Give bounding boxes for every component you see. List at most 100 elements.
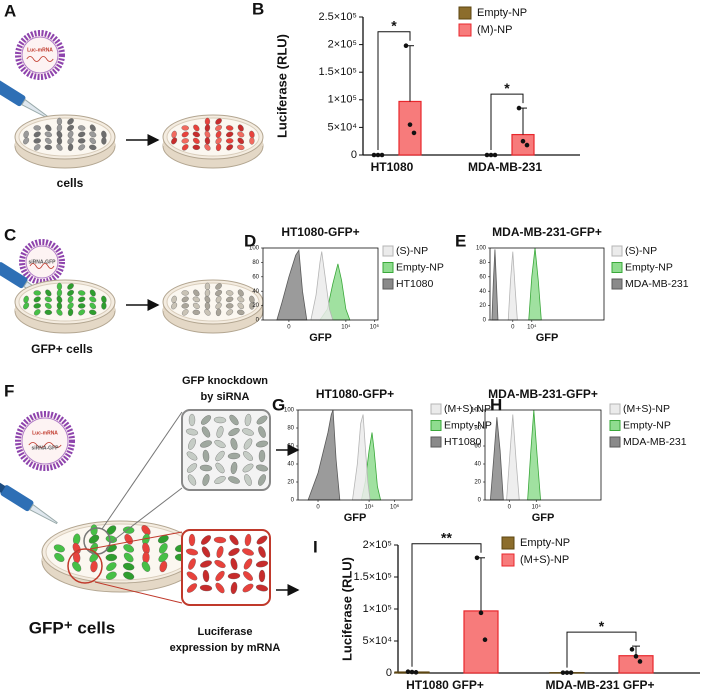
cell <box>204 309 211 316</box>
cell <box>67 283 74 290</box>
cell <box>181 125 189 131</box>
cell <box>105 571 117 580</box>
panel-label: D <box>244 231 256 250</box>
cell <box>33 138 41 144</box>
cell <box>244 474 252 486</box>
cell <box>89 289 96 297</box>
cell <box>215 462 225 474</box>
cell <box>78 131 86 138</box>
cell <box>123 562 135 571</box>
cell <box>215 137 222 145</box>
cell <box>78 309 86 316</box>
data-point <box>403 43 409 49</box>
cell <box>225 125 234 131</box>
y-tick-label: 100 <box>249 246 260 252</box>
y-tick-label: 60 <box>287 444 294 450</box>
cell <box>23 302 30 310</box>
pipette-tip <box>29 503 58 525</box>
chart-title: MDA-MB-231-GFP+ <box>488 387 598 401</box>
legend-label: Empty-NP <box>396 261 444 273</box>
np-cargo-label: siRNA-GFP <box>32 445 60 451</box>
panel-label: F <box>4 381 14 400</box>
cell <box>181 303 189 309</box>
cell <box>201 535 211 545</box>
np-cargo-label: Luc-mRNA <box>27 47 53 53</box>
histogram-area <box>276 248 308 321</box>
legend-label: (M+S)-NP <box>623 403 670 415</box>
y-tick-label: 20 <box>479 303 486 309</box>
cell <box>89 309 97 316</box>
cell <box>192 137 200 144</box>
cell <box>171 302 178 310</box>
cell <box>181 290 189 296</box>
y-tick-label: 5×10⁴ <box>327 121 357 133</box>
histogram-area <box>491 249 499 321</box>
cell <box>215 308 222 317</box>
nanoparticle-shell <box>15 30 65 80</box>
cell <box>67 143 74 152</box>
y-tick-label: 1×10⁵ <box>328 94 357 106</box>
panel-label: I <box>313 537 318 556</box>
cell <box>89 137 97 145</box>
cell <box>237 137 245 145</box>
cell <box>181 296 189 303</box>
histogram-area <box>506 414 520 501</box>
cell <box>123 571 135 580</box>
cell <box>226 309 234 316</box>
legend-swatch <box>430 420 442 431</box>
legend-swatch <box>458 23 472 37</box>
legend-label: Empty-NP <box>625 261 673 273</box>
cell <box>89 144 97 151</box>
cell <box>56 309 63 316</box>
legend-label: HT1080 <box>396 278 434 290</box>
cell <box>44 144 53 150</box>
illustration-texts: A Luc-mRNA cells C siRNA-GFP GFP+ cells … <box>4 1 280 653</box>
zoom-line <box>89 531 183 550</box>
cell <box>229 414 239 426</box>
x-axis-label: GFP <box>532 512 555 524</box>
chart-title: HT1080-GFP+ <box>316 387 394 401</box>
cell <box>23 295 29 304</box>
cell <box>33 131 41 138</box>
cell <box>90 524 98 536</box>
cell <box>67 130 74 138</box>
cell <box>23 130 29 139</box>
cell <box>123 552 134 563</box>
y-axis-label: Luciferase (RLU) <box>274 34 289 138</box>
y-tick-label: 80 <box>252 260 259 266</box>
legend-label: (M+S)-NP <box>520 554 569 566</box>
legend-label: HT1080 <box>444 436 482 448</box>
data-point <box>629 647 635 652</box>
y-tick-label: 1.5×10⁵ <box>353 571 392 583</box>
legend-swatch <box>611 245 623 257</box>
cell <box>33 290 41 296</box>
cell <box>237 289 244 297</box>
cell <box>105 553 118 562</box>
x-tick-label: 0 <box>316 505 320 511</box>
histogram-area <box>352 414 371 501</box>
cell <box>258 546 266 558</box>
cell <box>159 561 168 573</box>
cell <box>185 548 199 556</box>
cell <box>216 426 224 438</box>
data-point <box>484 152 490 158</box>
legend-swatch <box>609 436 621 448</box>
cell <box>243 558 253 570</box>
cell <box>45 289 52 297</box>
y-tick-label: 20 <box>287 480 294 486</box>
cell <box>213 416 227 424</box>
cell <box>255 584 269 592</box>
x-axis-label: GFP <box>344 512 367 524</box>
significance-label: * <box>391 17 397 33</box>
cell <box>67 302 74 310</box>
legend-label: (S)-NP <box>396 245 428 257</box>
cell <box>106 562 117 571</box>
cell <box>158 552 169 563</box>
pipette-body <box>0 262 28 289</box>
cell <box>89 124 96 132</box>
rna-strand <box>29 263 55 269</box>
cell <box>228 476 240 484</box>
legend-label: (M)-NP <box>477 24 512 36</box>
legend-swatch <box>382 278 394 290</box>
